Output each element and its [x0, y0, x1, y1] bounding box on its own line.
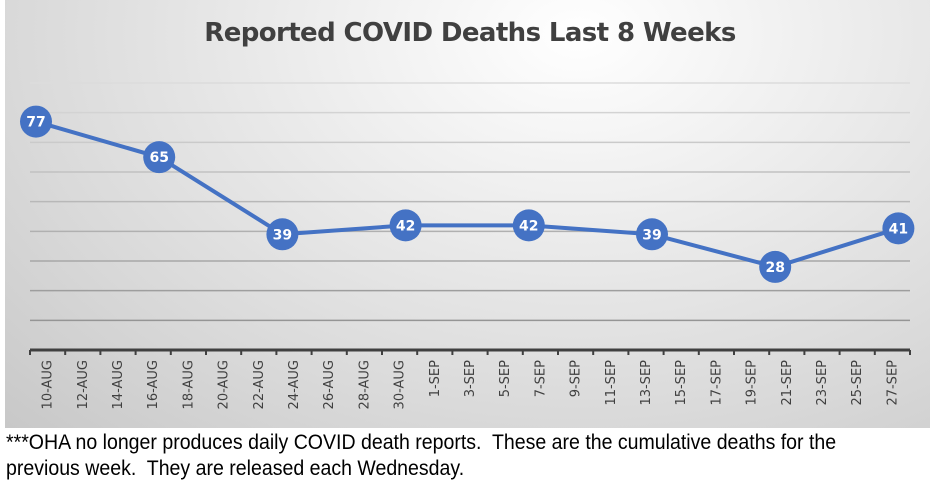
chart-title: Reported COVID Deaths Last 8 Weeks [204, 18, 736, 48]
x-tick-label: 18-AUG [181, 360, 196, 409]
x-tick-label: 21-SEP [780, 360, 795, 406]
x-tick-label: 22-AUG [252, 360, 267, 409]
data-label: 39 [642, 227, 661, 243]
data-label: 41 [889, 221, 908, 237]
data-point [512, 209, 545, 242]
x-tick-label: 30-AUG [393, 360, 408, 409]
x-tick-label: 19-SEP [745, 360, 760, 406]
data-point [882, 212, 915, 245]
x-tick-label: 12-AUG [76, 360, 91, 409]
footnote: ***OHA no longer produces daily COVID de… [6, 431, 842, 480]
data-label: 42 [396, 218, 415, 234]
data-point [143, 141, 176, 174]
x-tick-label: 23-SEP [815, 360, 830, 406]
x-tick-label: 7-SEP [533, 360, 548, 397]
x-tick-label: 13-SEP [639, 360, 654, 406]
data-label: 28 [765, 260, 784, 276]
x-axis [29, 348, 911, 355]
data-label: 77 [26, 115, 45, 131]
line-chart: 10-AUG 12-AUG 14-AUG 16-AUG 18-AUG 20-AUG 22-A… [20, 82, 915, 410]
data-point [20, 105, 52, 138]
data-label: 39 [273, 227, 292, 243]
x-tick-labels: 10-AUG 12-AUG 14-AUG 16-AUG 18-AUG 20-AUG 22-A… [41, 360, 901, 410]
data-point [636, 218, 668, 251]
x-tick-label: 24-AUG [287, 360, 302, 409]
data-point [389, 209, 422, 242]
series-line-path [35, 119, 899, 269]
x-tick-label: 9-SEP [569, 360, 584, 397]
data-point [759, 250, 792, 283]
x-tick-label: 5-SEP [498, 360, 513, 397]
x-tick-label: 20-AUG [217, 360, 232, 409]
data-point [266, 218, 299, 251]
data-label: 42 [519, 218, 538, 234]
x-tick-label: 16-AUG [146, 360, 161, 409]
x-tick-label: 11-SEP [604, 360, 619, 406]
x-tick-label: 17-SEP [709, 360, 724, 406]
x-tick-label: 1-SEP [428, 360, 443, 397]
gridlines [30, 82, 910, 322]
x-tick-label: 10-AUG [41, 360, 56, 409]
x-tick-label: 15-SEP [674, 360, 689, 406]
x-tick-label: 27-SEP [885, 360, 900, 406]
x-tick-label: 28-AUG [357, 360, 372, 409]
series-line [35, 119, 899, 269]
x-tick-label: 26-AUG [322, 360, 337, 409]
x-tick-label: 3-SEP [463, 360, 478, 397]
x-tick-label: 25-SEP [850, 360, 865, 406]
data-label: 65 [149, 150, 168, 166]
chart-area [5, 0, 930, 428]
data-markers: 77 65 39 42 42 39 28 41 [20, 105, 915, 283]
x-tick-label: 14-AUG [111, 360, 126, 409]
